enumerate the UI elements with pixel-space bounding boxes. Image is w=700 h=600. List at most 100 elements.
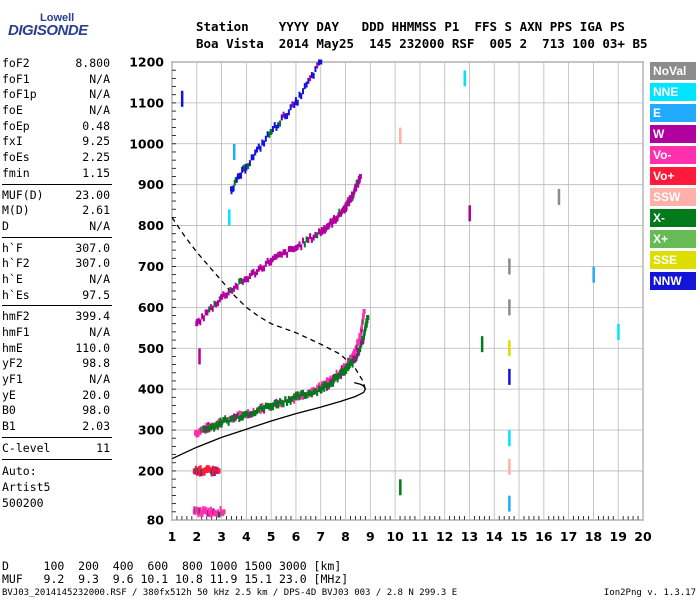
echo-mark: [212, 470, 215, 477]
echo-mark: [238, 278, 241, 285]
echo-mark: [209, 424, 212, 431]
echo-mark: [201, 511, 204, 518]
echo-mark: [343, 207, 346, 214]
echo-mark: [355, 344, 358, 351]
y-tick-label: 800: [138, 218, 164, 233]
muf-frequency-row: MUF 9.2 9.3 9.6 10.1 10.8 11.9 15.1 23.0…: [2, 572, 349, 586]
param-row: B1 2.03: [2, 419, 112, 435]
version-text: Ion2Png v. 1.3.17: [603, 588, 696, 598]
echo-mark: [213, 425, 216, 432]
y-tick-label: 1000: [129, 136, 164, 151]
x-tick-label: 10: [386, 529, 404, 544]
parameter-panel: foF2 8.800 foF1 N/A foF1p N/A foE N/A foEp 0.48 fx…: [2, 56, 112, 511]
echo-mark: [350, 196, 353, 203]
echo-mark: [357, 339, 360, 346]
echo-mark: [241, 414, 244, 421]
echo-mark: [362, 314, 365, 321]
legend-item: SSE: [650, 251, 696, 269]
param-value: N/A: [89, 372, 110, 387]
echo-mark: [236, 283, 239, 290]
echo-mark: [207, 507, 210, 514]
x-tick-label: 11: [411, 529, 428, 544]
param-label: h`F: [2, 240, 23, 255]
x-tick-label: 4: [242, 529, 251, 544]
x-tick-label: 19: [610, 529, 627, 544]
echo-mark: [296, 244, 299, 251]
x-tick-label: 13: [461, 529, 478, 544]
echo-mark: [289, 104, 292, 111]
echo-mark: [202, 315, 205, 322]
echo-mark: [277, 402, 280, 409]
echo-mark: [232, 416, 235, 423]
echo-mark: [232, 285, 235, 292]
param-value: 110.0: [75, 340, 110, 355]
echo-mark: [245, 276, 248, 283]
echo-mark: [234, 413, 237, 420]
echo-mark: [305, 81, 308, 88]
echo-mark: [199, 465, 202, 472]
echo-mark: [305, 236, 308, 243]
echo-mark: [362, 311, 365, 318]
echo-mark: [238, 410, 241, 417]
echo-mark: [206, 309, 209, 316]
echo-mark: [242, 165, 245, 172]
noise-mark: [508, 368, 511, 385]
echo-mark: [231, 287, 234, 294]
x-tick-label: 20: [634, 529, 652, 544]
param-value: 307.0: [75, 240, 110, 255]
echo-mark: [235, 176, 238, 183]
y-tick-label: 500: [138, 341, 164, 356]
echo-mark: [359, 346, 362, 353]
echo-mark: [263, 405, 266, 412]
header-line2: Boa Vista 2014 May25 145 232000 RSF 005 …: [196, 36, 648, 51]
legend-item: E: [650, 104, 696, 122]
muf-table: D 100 200 400 600 800 1000 1500 3000 [km…: [2, 560, 348, 586]
autoscaling-info: 500200: [2, 495, 44, 510]
echo-mark: [282, 249, 285, 256]
echo-mark: [203, 425, 206, 432]
param-value: 307.0: [75, 256, 110, 271]
echo-mark: [359, 333, 362, 340]
param-value: 20.0: [82, 387, 110, 402]
legend-item: Vo+: [650, 167, 696, 185]
y-tick-label: 300: [138, 423, 164, 438]
echo-mark: [206, 425, 209, 432]
echo-mark: [328, 221, 331, 228]
param-value: 2.03: [82, 419, 110, 434]
param-label: D: [2, 218, 9, 233]
echo-mark: [220, 421, 223, 428]
echo-mark: [259, 403, 262, 410]
echo-mark: [271, 402, 274, 409]
noise-mark: [508, 258, 511, 275]
echo-mark: [254, 271, 257, 278]
echo-mark: [244, 167, 247, 174]
echo-mark: [264, 402, 267, 409]
echo-mark: [268, 403, 271, 410]
echo-mark: [201, 313, 204, 320]
param-label: fxI: [2, 134, 23, 149]
echo-mark: [211, 469, 214, 476]
param-row: D N/A: [2, 219, 112, 235]
echo-mark: [317, 59, 320, 66]
echo-mark: [237, 173, 240, 180]
noise-mark: [399, 479, 402, 496]
echo-mark: [314, 66, 317, 73]
param-row: hmF2 399.4: [2, 309, 112, 325]
param-row: fmin 1.15: [2, 166, 112, 182]
echo-mark: [298, 241, 301, 248]
echo-mark: [355, 185, 358, 192]
echo-mark: [231, 415, 234, 422]
echo-mark: [204, 309, 207, 316]
echo-mark: [317, 228, 320, 235]
echo-mark: [236, 412, 239, 419]
echo-mark: [300, 390, 303, 397]
noise-mark: [399, 127, 402, 144]
param-label: yF1: [2, 372, 23, 387]
echo-mark: [266, 131, 269, 138]
divider: [2, 436, 112, 438]
echo-mark: [362, 337, 365, 344]
echo-mark: [312, 389, 315, 396]
echo-mark: [332, 380, 335, 387]
echo-mark: [296, 394, 299, 401]
echo-mark: [312, 234, 315, 241]
